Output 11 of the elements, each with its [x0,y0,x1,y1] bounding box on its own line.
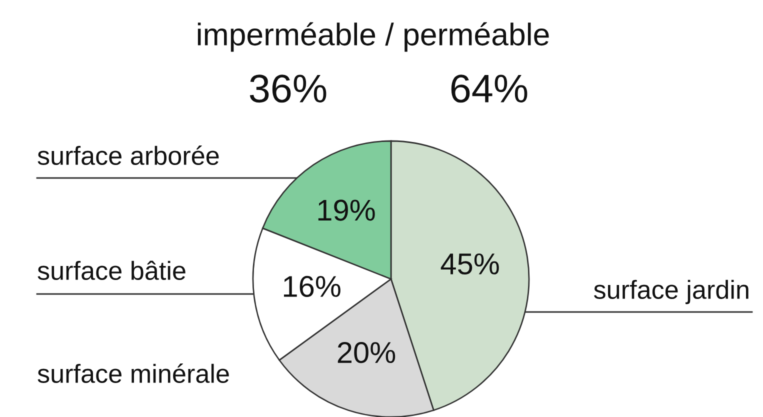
text: 64% [451,74,528,103]
slice-label: surface arborée [38,146,219,166]
data-label: 19% [318,200,375,221]
data-label: 45% [440,253,499,274]
slice-label: surface minérale [38,364,229,384]
data-label: 16% [284,276,340,298]
text: 36% [250,74,326,103]
chart-title: imperméable / perméable [198,22,549,52]
slice-label: surface bâtie [38,260,186,280]
slice-label: surface jardin [594,280,748,304]
data-label: 20% [338,342,396,364]
